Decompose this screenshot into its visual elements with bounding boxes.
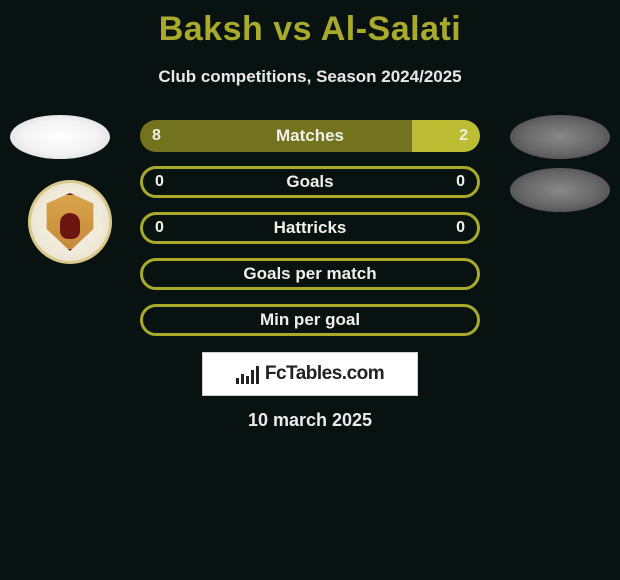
- player-left-avatar: [10, 115, 110, 159]
- stat-label: Goals per match: [143, 261, 477, 287]
- stat-label: Min per goal: [143, 307, 477, 333]
- stat-bar: Goals0 0: [140, 166, 480, 198]
- stat-bar: Goals per match: [140, 258, 480, 290]
- stat-right-value: 2: [459, 120, 468, 152]
- stat-left-value: 0: [155, 169, 164, 195]
- stat-right-value: 0: [456, 215, 465, 241]
- icon-bar: [246, 376, 249, 384]
- icon-bar: [256, 366, 259, 384]
- stat-label: Matches: [140, 120, 480, 152]
- stat-left-value: 8: [152, 120, 161, 152]
- stat-right-value: 0: [456, 169, 465, 195]
- subtitle: Club competitions, Season 2024/2025: [0, 67, 620, 87]
- stat-label: Goals: [143, 169, 477, 195]
- team-badge-left: [28, 180, 112, 264]
- shield-icon: [44, 193, 96, 251]
- stat-bar: Hattricks0 0: [140, 212, 480, 244]
- fctables-watermark: FcTables.com: [202, 352, 418, 396]
- page-title: Baksh vs Al-Salati: [0, 0, 620, 49]
- fctables-label: FcTables.com: [265, 363, 384, 385]
- player-right-avatar: [510, 115, 610, 159]
- stat-bars-container: Matches82Goals00Hattricks00Goals per mat…: [140, 120, 480, 350]
- stat-left-value: 0: [155, 215, 164, 241]
- icon-bar: [236, 378, 239, 384]
- stat-bar: Min per goal: [140, 304, 480, 336]
- player-right-avatar-2: [510, 168, 610, 212]
- icon-bar: [241, 374, 244, 384]
- bar-chart-icon: [236, 364, 259, 384]
- stat-bar: Matches8 2: [140, 120, 480, 152]
- date-label: 10 march 2025: [0, 410, 620, 431]
- icon-bar: [251, 370, 254, 384]
- stat-label: Hattricks: [143, 215, 477, 241]
